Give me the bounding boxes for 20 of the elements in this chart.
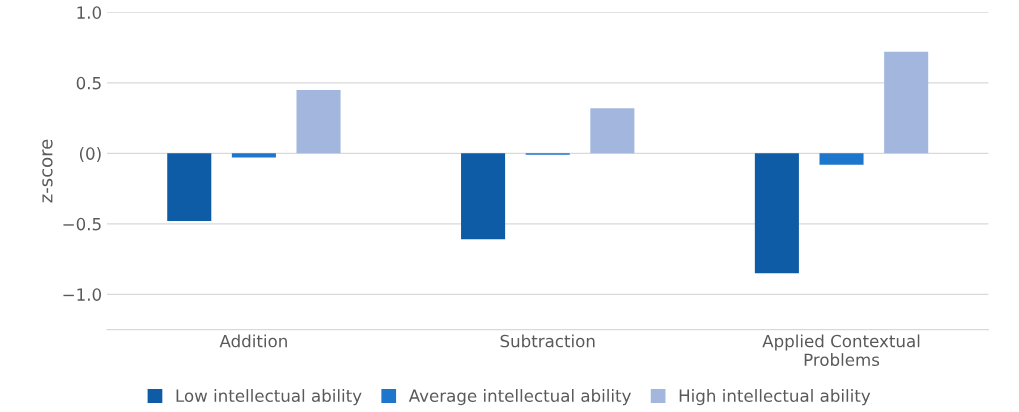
bar bbox=[231, 153, 276, 158]
legend-label: Average intellectual ability bbox=[408, 389, 631, 406]
bar bbox=[884, 51, 929, 154]
y-tick-label: −0.5 bbox=[63, 217, 101, 231]
x-tick-label: Subtraction bbox=[500, 334, 595, 348]
bar bbox=[461, 153, 506, 240]
bar bbox=[819, 153, 864, 165]
y-tick-label: 1.0 bbox=[77, 6, 102, 19]
bar bbox=[754, 153, 799, 274]
y-tick-label: 0.5 bbox=[76, 76, 101, 90]
bar bbox=[590, 108, 635, 154]
bar bbox=[167, 153, 212, 222]
y-tick-label: (0) bbox=[79, 147, 101, 162]
x-tick-label: Applied Contextual Problems bbox=[762, 334, 920, 367]
x-tick-label: Addition bbox=[219, 334, 287, 348]
y-tick-label: −1.0 bbox=[63, 288, 102, 301]
legend-label: High intellectual ability bbox=[679, 389, 871, 406]
legend-label: Low intellectual ability bbox=[176, 389, 362, 406]
y-axis-title: z-score bbox=[42, 139, 53, 203]
bar bbox=[296, 89, 341, 154]
